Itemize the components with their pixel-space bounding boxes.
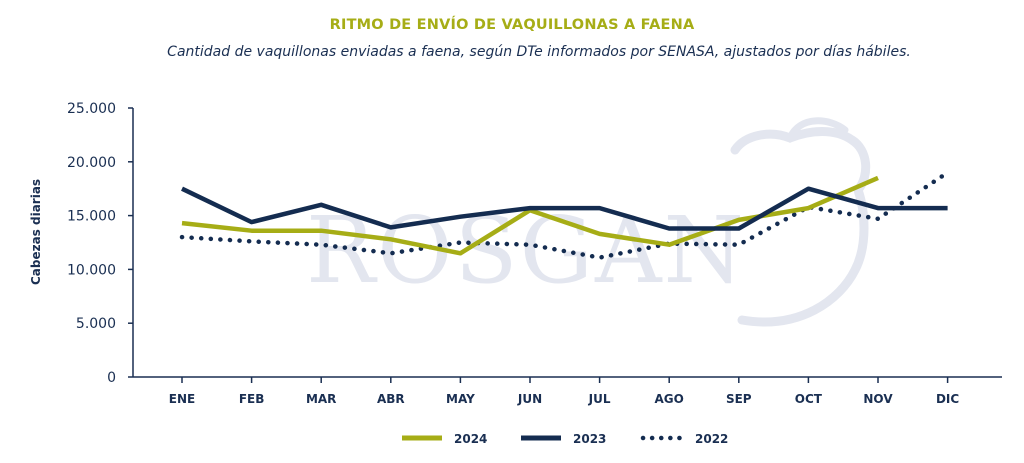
legend-label-2023: 2023 xyxy=(573,432,606,446)
x-tick-label: SEP xyxy=(726,392,752,406)
legend-label-2024: 2024 xyxy=(454,432,487,446)
x-tick-label: ENE xyxy=(169,392,195,406)
chart-subtitle: Cantidad de vaquillonas enviadas a faena… xyxy=(167,44,911,60)
y-axis-label: Cabezas diarias xyxy=(29,179,43,285)
y-tick-label: 0 xyxy=(107,370,116,386)
y-tick-label: 10.000 xyxy=(67,262,116,278)
x-tick-label: JUN xyxy=(517,392,542,406)
series-line-2022 xyxy=(179,170,950,260)
x-tick-label: OCT xyxy=(795,392,823,406)
chart-title: RITMO DE ENVÍO DE VAQUILLONAS A FAENA xyxy=(329,17,695,33)
x-tick-label: JUL xyxy=(588,392,611,406)
rosgan-watermark-logo: ROSGAN xyxy=(306,117,871,327)
y-tick-label: 5.000 xyxy=(76,316,116,332)
bull-horn-watermark xyxy=(786,117,849,142)
x-tick-label: MAR xyxy=(306,392,336,406)
x-tick-label: FEB xyxy=(239,392,265,406)
x-tick-label: NOV xyxy=(863,392,893,406)
bull-head-watermark xyxy=(730,127,871,327)
x-tick-label: ABR xyxy=(377,392,405,406)
y-tick-label: 15.000 xyxy=(67,209,116,225)
y-tick-label: 25.000 xyxy=(67,101,116,117)
x-tick-label: DIC xyxy=(936,392,959,406)
x-tick-label: MAY xyxy=(446,392,475,406)
y-tick-label: 20.000 xyxy=(67,155,116,171)
legend-label-2022: 2022 xyxy=(695,432,728,446)
x-tick-label: AGO xyxy=(655,392,684,406)
series-line-2023 xyxy=(181,186,948,231)
